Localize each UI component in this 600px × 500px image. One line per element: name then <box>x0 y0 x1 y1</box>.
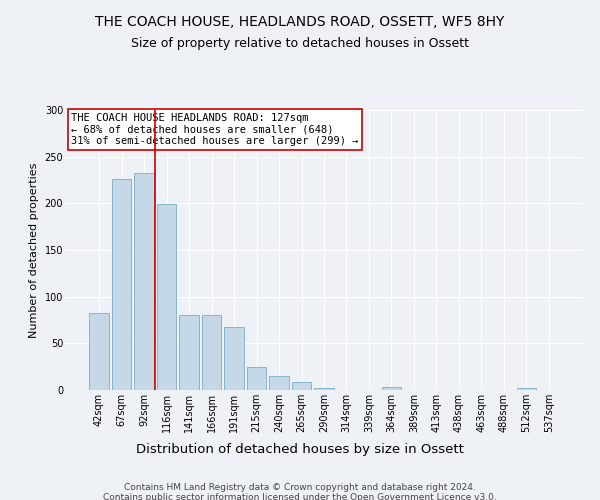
Bar <box>112 179 131 390</box>
Bar <box>382 387 401 390</box>
Bar <box>247 366 266 390</box>
Bar <box>202 316 221 390</box>
Bar <box>157 204 176 390</box>
Text: Contains public sector information licensed under the Open Government Licence v3: Contains public sector information licen… <box>103 492 497 500</box>
Bar <box>314 388 334 390</box>
Bar <box>269 376 289 390</box>
Text: THE COACH HOUSE HEADLANDS ROAD: 127sqm
← 68% of detached houses are smaller (648: THE COACH HOUSE HEADLANDS ROAD: 127sqm ←… <box>71 113 359 146</box>
Bar <box>134 174 154 390</box>
Bar <box>179 316 199 390</box>
Text: THE COACH HOUSE, HEADLANDS ROAD, OSSETT, WF5 8HY: THE COACH HOUSE, HEADLANDS ROAD, OSSETT,… <box>95 15 505 29</box>
Text: Size of property relative to detached houses in Ossett: Size of property relative to detached ho… <box>131 38 469 51</box>
Text: Contains HM Land Registry data © Crown copyright and database right 2024.: Contains HM Land Registry data © Crown c… <box>124 482 476 492</box>
Bar <box>517 388 536 390</box>
Text: Distribution of detached houses by size in Ossett: Distribution of detached houses by size … <box>136 442 464 456</box>
Y-axis label: Number of detached properties: Number of detached properties <box>29 162 39 338</box>
Bar <box>224 326 244 390</box>
Bar <box>292 382 311 390</box>
Bar <box>89 312 109 390</box>
